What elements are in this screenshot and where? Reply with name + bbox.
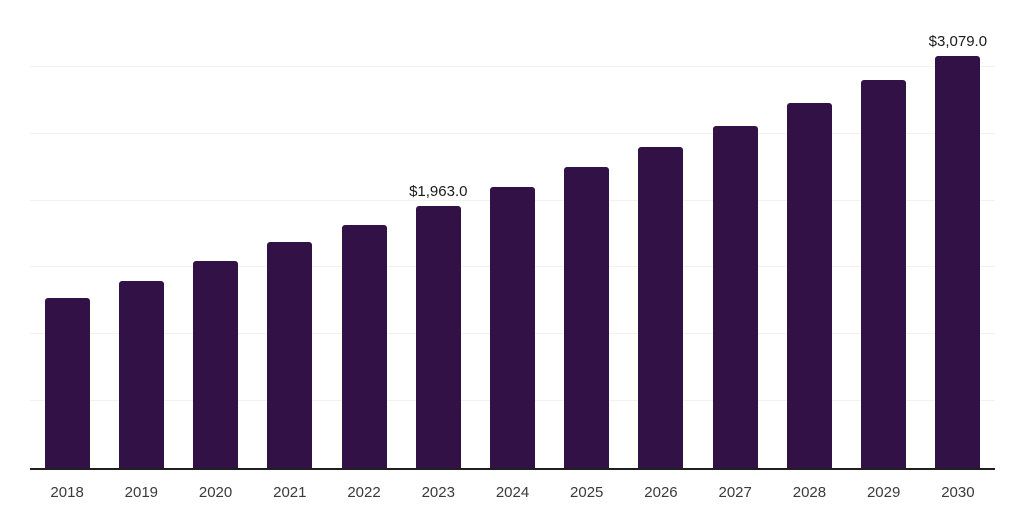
bar-2023 — [415, 205, 461, 468]
bar-2028 — [786, 102, 832, 468]
bar-2018 — [44, 297, 90, 468]
x-tick-2027: 2027 — [718, 484, 752, 501]
x-tick-2022: 2022 — [347, 484, 381, 501]
x-tick-2026: 2026 — [644, 484, 678, 501]
gridline-3000 — [30, 65, 995, 67]
bar-2029 — [861, 80, 907, 468]
x-tick-2023: 2023 — [421, 484, 455, 501]
x-axis: 2018 2019 2020 2021 2022 2023 2024 2025 2026 2027… — [30, 484, 995, 504]
x-tick-2021: 2021 — [273, 484, 307, 501]
x-tick-2018: 2018 — [50, 484, 84, 501]
x-tick-2024: 2024 — [495, 484, 530, 501]
plot-area: $1,963.0 $3,079.0 — [30, 2, 995, 470]
gridline-2500 — [30, 132, 995, 134]
bar-2019 — [118, 281, 164, 468]
bar-2026 — [638, 147, 684, 468]
bar-2024 — [490, 187, 535, 468]
x-tick-2028: 2028 — [792, 484, 827, 501]
bar-2030 — [935, 56, 981, 468]
data-label-2030: $3,079.0 — [928, 33, 988, 51]
x-tick-2019: 2019 — [124, 484, 159, 501]
x-tick-2029: 2029 — [866, 484, 901, 501]
data-label-2023: $1,963.0 — [409, 182, 468, 200]
x-tick-2025: 2025 — [570, 484, 604, 501]
bar-2027 — [712, 125, 758, 468]
bar-2025 — [564, 167, 610, 468]
x-tick-2020: 2020 — [198, 484, 233, 501]
bar-2021 — [267, 242, 313, 468]
bar-2020 — [193, 261, 239, 468]
x-tick-2030: 2030 — [941, 484, 975, 501]
bar-2022 — [341, 224, 387, 468]
